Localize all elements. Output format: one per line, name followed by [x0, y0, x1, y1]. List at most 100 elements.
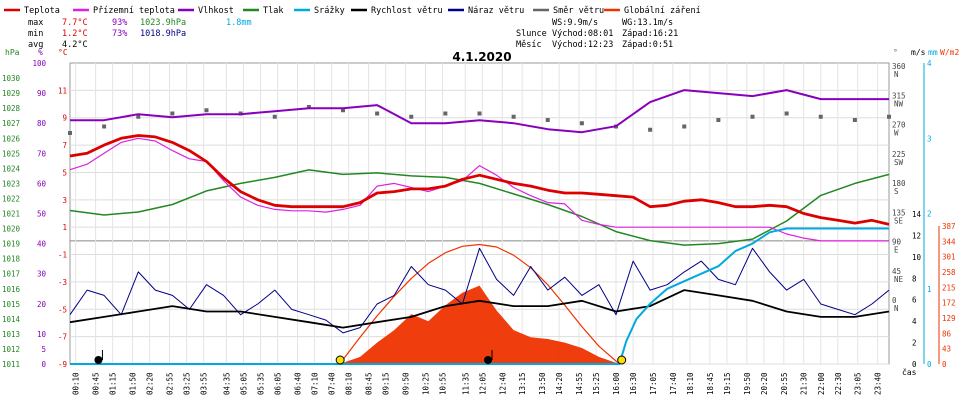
legend-label: Rychlost větru	[371, 6, 443, 16]
y-tick-pressure: 1028	[2, 104, 21, 113]
sun-event-marker	[335, 355, 345, 365]
y-tick-humidity: 5	[41, 345, 46, 354]
y-tick-windspeed: 10	[912, 253, 922, 262]
y-tick-direction-label: SE	[894, 216, 904, 225]
x-tick-label: 03:55	[200, 372, 209, 395]
x-tick-label: 22:00	[817, 372, 826, 395]
wind-direction-point	[409, 114, 414, 119]
stats-max-hum: 93%	[112, 18, 127, 28]
y-tick-radiation: 0	[942, 360, 947, 369]
wind-direction-point	[784, 111, 789, 116]
wind-direction-point	[477, 111, 482, 116]
y-tick-humidity: 80	[37, 119, 47, 128]
wind-direction-point	[579, 121, 584, 126]
y-tick-direction: 90	[892, 238, 902, 247]
x-tick-label: 16:00	[612, 372, 621, 395]
moon-rise: Východ:12:23	[552, 40, 613, 50]
y-tick-pressure: 1014	[2, 315, 21, 324]
wind-direction-point	[648, 127, 653, 132]
y-tick-temperature: -9	[58, 360, 67, 369]
x-tick-label: 16:30	[629, 372, 638, 395]
stats-max-label: max	[28, 18, 43, 28]
x-tick-label: 04:35	[222, 372, 231, 395]
x-tick-label: 17:05	[649, 372, 658, 395]
y-tick-pressure: 1029	[2, 89, 20, 98]
y-tick-pressure: 1020	[2, 225, 21, 234]
x-tick-label: 19:15	[723, 372, 732, 395]
y-tick-direction-label: NE	[894, 275, 904, 284]
y-tick-pressure: 1027	[2, 119, 20, 128]
y-tick-pressure: 1030	[2, 74, 21, 83]
y-tick-direction-label: NW	[894, 99, 904, 108]
stats-max-rain: 1.8mm	[226, 18, 252, 28]
y-tick-temperature: 5	[62, 168, 67, 177]
y-tick-rain: 2	[927, 210, 932, 219]
x-tick-label: 13:50	[538, 372, 547, 395]
sun-rise: Východ:08:01	[552, 29, 613, 39]
moon-event-marker	[94, 356, 103, 364]
y-tick-windspeed: 14	[912, 210, 922, 219]
x-tick-label: 09:15	[382, 372, 391, 395]
y-tick-direction: 225	[892, 150, 906, 159]
unit-mm: mm	[928, 48, 938, 57]
x-tick-label: 07:40	[328, 372, 337, 395]
y-tick-humidity: 60	[37, 179, 47, 188]
y-tick-rain: 4	[927, 59, 932, 68]
y-tick-direction: 135	[892, 208, 906, 217]
wind-direction-point	[682, 124, 687, 129]
y-tick-direction: 270	[892, 121, 906, 130]
wind-ws: WS:9.9m/s	[552, 18, 598, 28]
moon-set: Západ:0:51	[622, 40, 673, 50]
x-tick-label: 02:55	[166, 372, 175, 395]
moon-label: Měsíc	[516, 40, 542, 50]
legend-label: Srážky	[314, 6, 345, 16]
y-tick-direction-label: S	[894, 187, 899, 196]
stats-max-temp: 7.7°C	[62, 18, 88, 28]
sun-set: Západ:16:21	[622, 29, 678, 39]
y-tick-pressure: 1013	[2, 330, 20, 339]
y-tick-pressure: 1017	[2, 270, 20, 279]
wind-direction-point	[68, 131, 72, 135]
x-tick-label: 06:05	[274, 372, 283, 395]
x-tick-label: 09:50	[402, 372, 411, 395]
x-tick-label: 05:35	[257, 372, 266, 395]
temperature-line	[69, 134, 890, 226]
wind-direction-point	[750, 114, 755, 119]
theoretical-radiation-line	[339, 243, 620, 365]
y-tick-temperature: 7	[62, 141, 67, 150]
x-tick-label: 15:25	[592, 372, 601, 395]
y-tick-radiation: 215	[942, 283, 956, 292]
radiation-area	[339, 285, 620, 364]
wind-speed-line	[69, 289, 890, 329]
legend-label: Přízemní teplota	[93, 6, 175, 16]
y-tick-direction-label: N	[894, 70, 899, 79]
wind-direction-point	[716, 118, 721, 122]
y-tick-humidity: 90	[37, 89, 47, 98]
y-tick-direction-label: W	[894, 129, 899, 138]
x-tick-label: 11:35	[461, 372, 470, 395]
rain-line	[70, 227, 889, 365]
x-tick-label: 01:50	[129, 372, 138, 395]
y-tick-windspeed: 8	[912, 274, 917, 283]
legend-label: Teplota	[24, 6, 60, 16]
stats-avg-temp: 4.2°C	[62, 40, 88, 50]
x-tick-label: 17:40	[669, 372, 678, 395]
y-tick-temperature: 11	[58, 86, 67, 95]
x-tick-label: 03:25	[183, 372, 192, 395]
stats-avg-label: avg	[28, 40, 43, 50]
x-tick-label: 23:40	[874, 372, 883, 395]
y-tick-humidity: 100	[32, 59, 46, 68]
unit-pct: %	[38, 48, 43, 57]
unit-xlabel: čas	[902, 367, 917, 377]
y-tick-radiation: 86	[942, 329, 952, 338]
x-tick-label: 05:05	[239, 372, 248, 395]
y-tick-direction-label: N	[894, 304, 899, 313]
y-tick-humidity: 10	[37, 330, 47, 339]
y-tick-pressure: 1011	[2, 360, 20, 369]
wind-direction-point	[341, 108, 345, 113]
x-tick-label: 12:05	[478, 372, 487, 395]
wind-direction-point	[887, 114, 891, 119]
x-tick-label: 06:40	[294, 372, 303, 395]
x-tick-label: 23:05	[854, 372, 863, 395]
x-tick-label: 12:40	[498, 372, 507, 395]
